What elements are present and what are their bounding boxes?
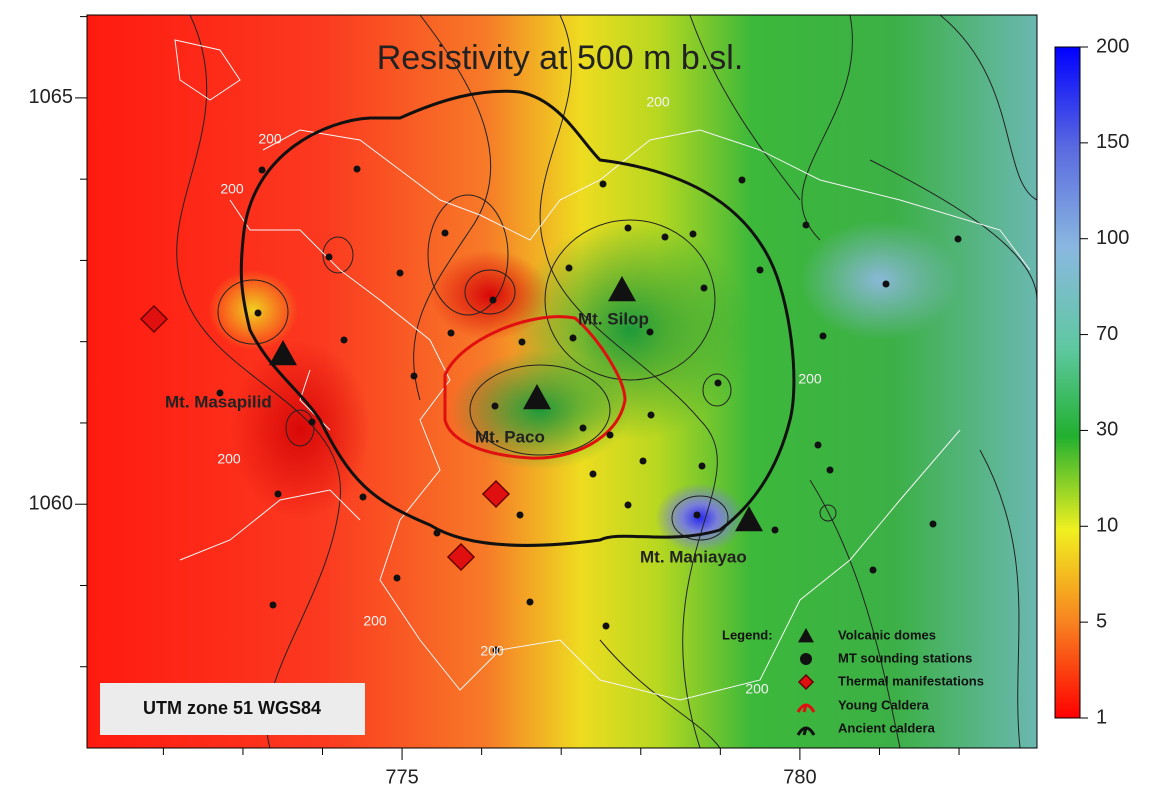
contour-label: 200 <box>646 94 670 110</box>
mt-station <box>647 329 654 336</box>
mt-station <box>757 267 764 274</box>
mt-station <box>820 333 827 340</box>
place-label: Mt. Silop <box>578 309 649 328</box>
title: Resistivity at 500 m b.sl. <box>377 39 744 77</box>
mt-station <box>570 335 577 342</box>
mt-station <box>341 337 348 344</box>
legend-label: Thermal manifestations <box>838 673 984 688</box>
mt-station <box>739 177 746 184</box>
mt-station <box>326 254 333 261</box>
colorbar-tick-label: 30 <box>1096 419 1118 441</box>
mt-station <box>883 281 890 288</box>
mt-station <box>701 285 708 292</box>
mt-station <box>625 225 632 232</box>
mt-station <box>448 330 455 337</box>
mt-station <box>259 167 266 174</box>
mt-station <box>699 463 706 470</box>
mt-station <box>607 432 614 439</box>
y-tick-label: 1065 <box>29 86 74 108</box>
contour-label: 200 <box>480 643 504 659</box>
mt-station <box>519 339 526 346</box>
mt-station <box>442 230 449 237</box>
place-label: Mt. Paco <box>475 427 545 446</box>
mt-station <box>580 425 587 432</box>
legend-symbol <box>800 653 812 665</box>
mt-station <box>527 599 534 606</box>
mt-station <box>694 512 701 519</box>
mt-station <box>690 231 697 238</box>
legend-label: Ancient caldera <box>838 720 936 735</box>
y-tick-label: 1060 <box>29 492 74 514</box>
x-tick-label: 775 <box>385 766 418 788</box>
legend-label: Volcanic domes <box>838 627 936 642</box>
contour-label: 200 <box>217 451 241 467</box>
mt-station <box>772 527 779 534</box>
mt-station <box>930 521 937 528</box>
mt-station <box>397 270 404 277</box>
mt-station <box>715 380 722 387</box>
mt-station <box>490 297 497 304</box>
mt-station <box>394 575 401 582</box>
contour-label: 200 <box>258 131 282 147</box>
colorbar-tick-label: 10 <box>1096 515 1118 537</box>
projection-label: UTM zone 51 WGS84 <box>143 698 321 718</box>
colorbar-tick-label: 200 <box>1096 35 1129 57</box>
mt-station <box>434 530 441 537</box>
mt-station <box>955 236 962 243</box>
contour-label: 200 <box>363 613 387 629</box>
mt-station <box>603 623 610 630</box>
colorbar <box>1055 47 1080 718</box>
x-tick-label: 780 <box>783 766 816 788</box>
mt-station <box>360 494 367 501</box>
place-label: Mt. Maniayao <box>640 547 747 566</box>
mt-station <box>600 181 607 188</box>
contour-label: 200 <box>745 681 769 697</box>
mt-station <box>354 166 361 173</box>
contour-label: 200 <box>798 371 822 387</box>
legend-label: MT sounding stations <box>838 650 972 665</box>
mt-station <box>275 491 282 498</box>
colorbar-tick-label: 5 <box>1096 610 1107 632</box>
mt-station <box>815 442 822 449</box>
colorbar-tick-label: 1 <box>1096 706 1107 728</box>
mt-station <box>803 222 810 229</box>
mt-station <box>870 567 877 574</box>
legend-title: Legend: <box>722 627 773 642</box>
mt-station <box>640 458 647 465</box>
mt-station <box>590 471 597 478</box>
mt-station <box>255 310 262 317</box>
mt-station <box>662 234 669 241</box>
mt-station <box>517 512 524 519</box>
colorbar-tick-label: 100 <box>1096 227 1129 249</box>
mt-station <box>827 467 834 474</box>
mt-station <box>566 265 573 272</box>
mt-station <box>270 602 277 609</box>
mt-station <box>648 412 655 419</box>
colorbar-tick-label: 70 <box>1096 323 1118 345</box>
mt-station <box>492 403 499 410</box>
legend-label: Young Caldera <box>838 697 930 712</box>
mt-station <box>411 373 418 380</box>
colorbar-tick-label: 150 <box>1096 131 1129 153</box>
mt-station <box>309 419 316 426</box>
mt-station <box>625 502 632 509</box>
contour-label: 200 <box>220 181 244 197</box>
place-label: Mt. Masapilid <box>165 392 272 411</box>
figure: Resistivity at 500 m b.sl. UTM zone 51 W… <box>0 0 1153 796</box>
